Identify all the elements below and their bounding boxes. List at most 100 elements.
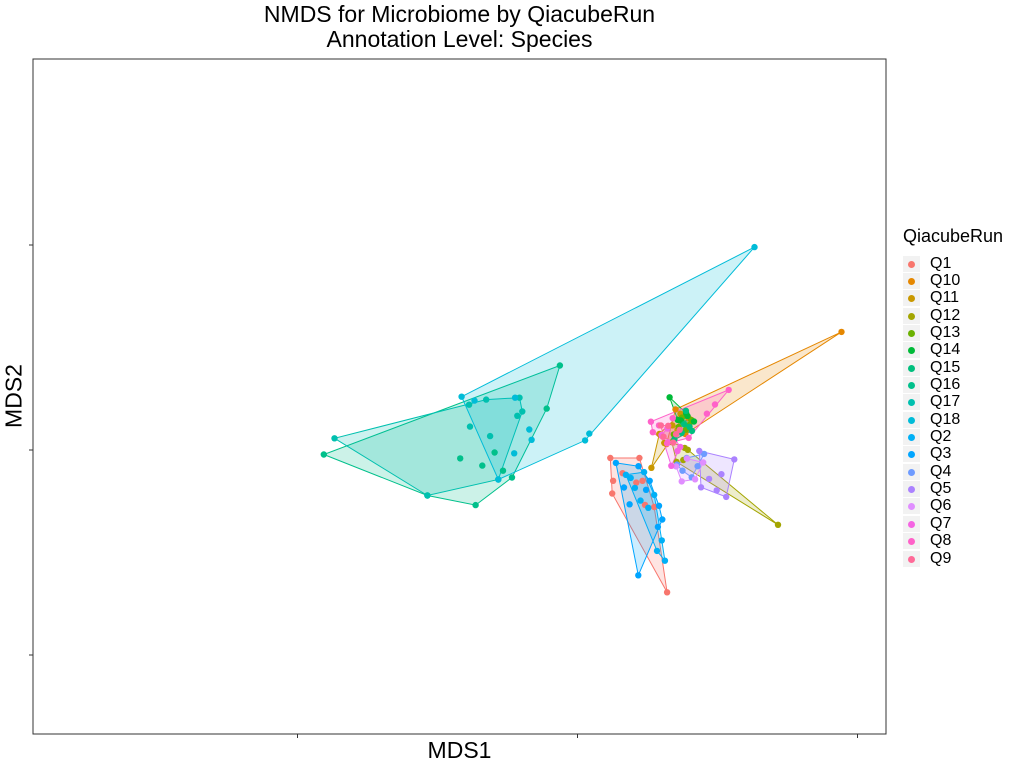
legend-item-q15: Q15 — [903, 359, 1003, 376]
point-q18-4 — [458, 393, 465, 400]
point-q2-3 — [661, 557, 669, 564]
legend-label: Q18 — [930, 410, 961, 428]
point-q6-4 — [683, 455, 691, 462]
point-q9-0 — [657, 422, 665, 429]
point-q17-6 — [483, 396, 490, 403]
point-q16-4 — [543, 405, 550, 412]
point-q12-0 — [774, 521, 782, 528]
legend-label: Q8 — [930, 532, 952, 550]
point-q5-3 — [713, 487, 720, 494]
legend-item-q13: Q13 — [903, 324, 1003, 342]
tick-layer — [29, 244, 858, 738]
point-q7-2 — [668, 462, 675, 469]
point-q16-6 — [491, 449, 498, 456]
point-q3-4 — [654, 523, 662, 531]
legend-label: Q17 — [930, 393, 961, 411]
point-q14-0 — [666, 394, 673, 401]
legend-dot-icon — [908, 295, 915, 303]
point-q16-7 — [508, 474, 516, 481]
point-q3-7 — [620, 484, 628, 491]
legend-key — [903, 255, 920, 272]
point-q3-9 — [655, 502, 663, 509]
point-q12-5 — [684, 446, 691, 453]
point-q8-1 — [647, 418, 655, 425]
point-q2-4 — [653, 547, 661, 555]
legend-dot-icon — [908, 330, 915, 338]
legend-dot-icon — [908, 364, 915, 372]
legend-label: Q2 — [930, 428, 952, 446]
point-q4-5 — [694, 463, 701, 470]
legend-label: Q16 — [930, 376, 961, 394]
point-q17-3 — [516, 394, 523, 401]
point-q5-2 — [723, 493, 730, 501]
point-q9-3 — [660, 433, 667, 440]
point-q2-2 — [651, 491, 658, 499]
legend-dot-icon — [908, 520, 915, 528]
point-q14-4 — [684, 412, 691, 420]
point-q16-5 — [499, 467, 507, 474]
point-q18-8 — [528, 436, 535, 443]
legend-item-q7: Q7 — [903, 515, 1003, 532]
legend-key — [903, 498, 920, 515]
legend-item-q10: Q10 — [903, 272, 1003, 290]
legend-dot-icon — [908, 278, 915, 286]
legend-dot-icon — [908, 434, 915, 442]
point-q18-5 — [511, 394, 519, 401]
point-q1-8 — [633, 479, 640, 486]
legend-dot-icon — [908, 260, 915, 268]
legend-dot-icon — [908, 503, 915, 511]
point-q9-1 — [676, 426, 683, 434]
point-q6-2 — [691, 476, 699, 483]
point-q2-8 — [637, 497, 644, 504]
hull-layer — [322, 246, 842, 593]
legend-dot-icon — [908, 347, 915, 355]
point-q3-3 — [659, 516, 666, 523]
point-q18-3 — [495, 476, 502, 483]
point-q10-1 — [672, 406, 679, 413]
point-q7-4 — [677, 443, 684, 451]
legend-dot-icon — [908, 555, 915, 563]
legend-dot-icon — [908, 486, 915, 494]
point-q15-0 — [682, 407, 690, 414]
legend-title: QiacubeRun — [903, 226, 1004, 246]
point-q8-3 — [663, 440, 671, 447]
legend-item-q9: Q9 — [903, 550, 1003, 567]
legend-item-q4: Q4 — [903, 463, 1003, 480]
legend-label: Q6 — [930, 497, 952, 515]
chart-subtitle: Annotation Level: Species — [326, 26, 593, 52]
y-axis-label: MDS2 — [0, 364, 27, 428]
legend-item-q17: Q17 — [903, 393, 1003, 411]
legend-key — [903, 515, 920, 532]
point-q8-7 — [703, 410, 711, 417]
legend-item-q3: Q3 — [903, 445, 1003, 463]
point-q3-0 — [612, 459, 620, 467]
point-q10-0 — [838, 328, 845, 336]
point-q15-3 — [681, 421, 688, 428]
point-q17-1 — [424, 492, 431, 499]
point-q1-1 — [636, 454, 643, 462]
legend-item-q11: Q11 — [903, 289, 1003, 307]
legend-item-q1: Q1 — [903, 255, 1003, 272]
legend-key — [903, 463, 920, 480]
point-q16-0 — [320, 451, 327, 458]
point-q14-2 — [690, 418, 698, 425]
legend-items: Q1 Q10 Q11 Q12 Q13 Q14 Q15 Q16 Q17 Q18 Q2 Q3 Q4 Q5 Q6 Q… — [903, 255, 1003, 567]
point-q8-2 — [649, 429, 656, 436]
point-q9-5 — [665, 422, 672, 429]
point-q16-3 — [556, 362, 564, 369]
point-q9-2 — [670, 439, 677, 446]
point-q17-8 — [514, 412, 521, 419]
point-q2-9 — [658, 537, 665, 544]
legend-key — [903, 359, 920, 376]
point-q2-7 — [627, 474, 634, 482]
hull-q1 — [609, 457, 668, 593]
point-q18-6 — [526, 426, 533, 433]
point-q8-0 — [725, 386, 732, 394]
point-q18-0 — [751, 243, 758, 251]
point-q4-3 — [679, 467, 686, 474]
x-axis-label: MDS1 — [427, 737, 492, 763]
legend-key — [903, 394, 920, 411]
legend-key — [903, 377, 920, 394]
point-q17-0 — [331, 435, 338, 442]
point-q9-4 — [672, 431, 680, 438]
